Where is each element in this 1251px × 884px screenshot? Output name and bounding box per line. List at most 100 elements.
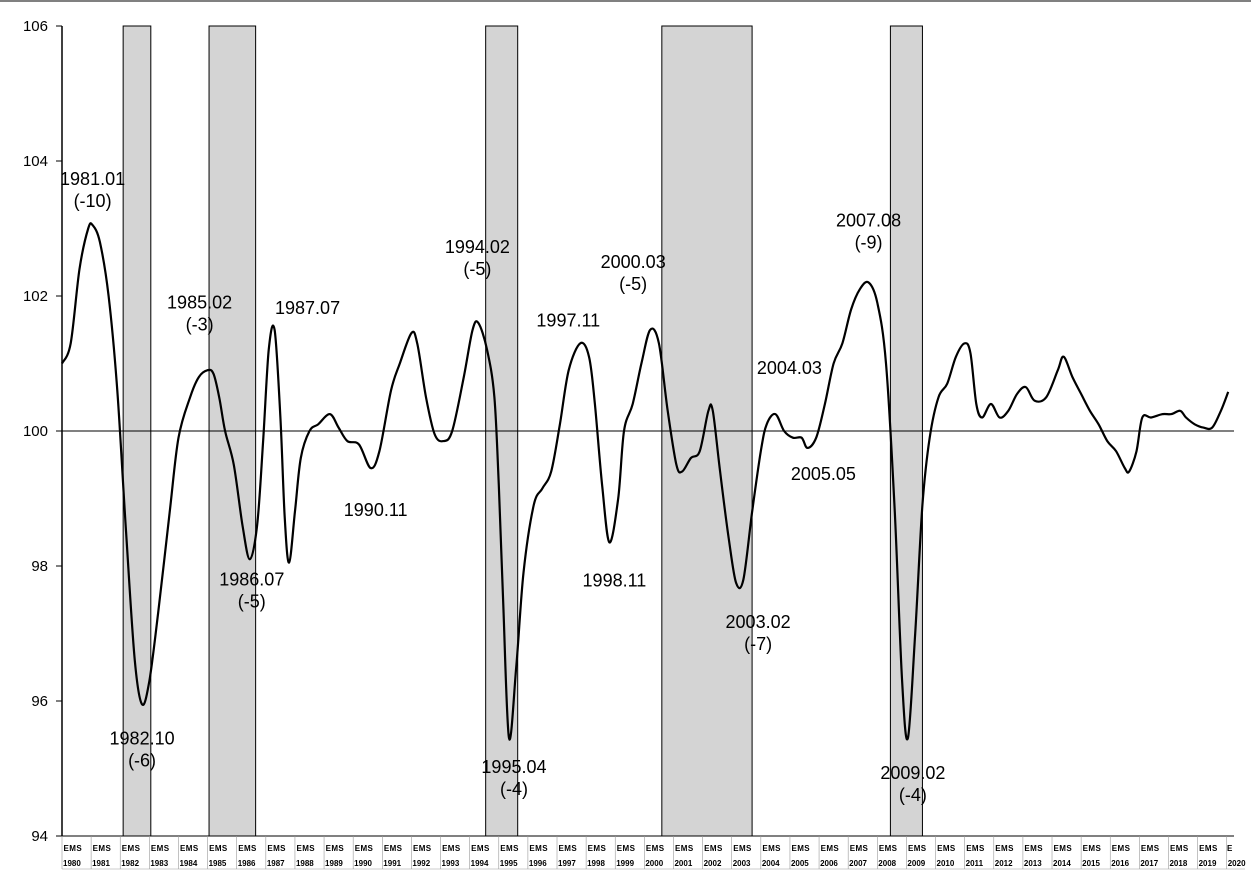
x-sublabel-2009-3: S [921, 844, 927, 853]
x-sublabel-2002-1: E [704, 844, 710, 853]
annotation-lead-2007.08: (-9) [855, 233, 883, 253]
x-sublabel-1989-2: M [331, 844, 338, 853]
x-sublabel-1980-1: E [64, 844, 70, 853]
x-sublabel-1992-3: S [426, 844, 432, 853]
x-sublabel-1994-2: M [477, 844, 484, 853]
annotation-lead-1981.01: (-10) [74, 191, 112, 211]
x-sublabel-2002-3: S [717, 844, 723, 853]
x-sublabel-2008-3: S [892, 844, 898, 853]
x-sublabel-2013-3: S [1037, 844, 1043, 853]
x-sublabel-1992-1: E [413, 844, 419, 853]
x-sublabel-1981-3: S [105, 844, 111, 853]
x-sublabel-2010-2: M [943, 844, 950, 853]
annotation-lead-1982.10: (-6) [128, 750, 156, 770]
x-sublabel-1982-2: M [128, 844, 135, 853]
x-sublabel-1987-2: M [273, 844, 280, 853]
x-year-label-2013: 2013 [1024, 859, 1042, 868]
x-sublabel-1985-3: S [222, 844, 228, 853]
x-sublabel-2014-3: S [1066, 844, 1072, 853]
x-sublabel-1998-3: S [600, 844, 606, 853]
x-year-label-1996: 1996 [529, 859, 547, 868]
x-sublabel-1994-3: S [484, 844, 490, 853]
x-sublabel-1989-3: S [338, 844, 344, 853]
x-sublabel-2001-2: M [681, 844, 688, 853]
x-year-label-2000: 2000 [645, 859, 663, 868]
x-year-label-1988: 1988 [296, 859, 314, 868]
x-sublabel-2006-2: M [826, 844, 833, 853]
x-sublabel-1996-1: E [529, 844, 535, 853]
x-sublabel-1982-3: S [135, 844, 141, 853]
x-sublabel-2002-2: M [710, 844, 717, 853]
x-year-label-2014: 2014 [1053, 859, 1071, 868]
x-sublabel-1997-3: S [571, 844, 577, 853]
annotation-date-1985.02: 1985.02 [167, 292, 232, 312]
x-sublabel-1989-1: E [326, 844, 332, 853]
x-year-label-2008: 2008 [878, 859, 896, 868]
x-year-label-1991: 1991 [383, 859, 401, 868]
x-sublabel-2006-3: S [833, 844, 839, 853]
x-sublabel-1985-1: E [209, 844, 215, 853]
x-sublabel-2003-3: S [746, 844, 752, 853]
x-sublabel-2013-1: E [1024, 844, 1030, 853]
x-sublabel-1992-2: M [419, 844, 426, 853]
annotation-lead-2000.03: (-5) [619, 274, 647, 294]
annotation-date-2003.02: 2003.02 [726, 612, 791, 632]
annotation-date-2004.03: 2004.03 [757, 358, 822, 378]
x-sublabel-1982-1: E [122, 844, 128, 853]
x-sublabel-1983-2: M [157, 844, 164, 853]
x-sublabel-1993-3: S [455, 844, 461, 853]
x-sublabel-1981-1: E [93, 844, 99, 853]
x-year-label-2018: 2018 [1169, 859, 1187, 868]
x-sublabel-1988-1: E [296, 844, 302, 853]
x-sublabel-1986-1: E [238, 844, 244, 853]
x-sublabel-1983-1: E [151, 844, 157, 853]
x-sublabel-1993-2: M [448, 844, 455, 853]
x-sublabel-1988-2: M [302, 844, 309, 853]
x-sublabel-2018-2: M [1176, 844, 1183, 853]
annotation-lead-1986.07: (-5) [238, 591, 266, 611]
x-year-label-1997: 1997 [558, 859, 576, 868]
x-sublabel-2009-2: M [914, 844, 921, 853]
annotation-lead-1985.02: (-3) [186, 314, 214, 334]
x-sublabel-1983-3: S [164, 844, 170, 853]
x-year-label-1986: 1986 [238, 859, 256, 868]
x-sublabel-2016-1: E [1112, 844, 1118, 853]
x-sublabel-2001-3: S [688, 844, 694, 853]
x-year-label-1998: 1998 [587, 859, 605, 868]
x-sublabel-2012-2: M [1001, 844, 1008, 853]
x-sublabel-1991-2: M [390, 844, 397, 853]
x-sublabel-2019-1: E [1199, 844, 1205, 853]
x-year-label-2006: 2006 [820, 859, 838, 868]
x-sublabel-1998-1: E [588, 844, 594, 853]
x-sublabel-2010-1: E [937, 844, 943, 853]
x-sublabel-1980-3: S [76, 844, 82, 853]
y-tick-label-104: 104 [23, 153, 48, 170]
x-sublabel-1988-3: S [309, 844, 315, 853]
y-tick-label-96: 96 [31, 693, 48, 710]
x-sublabel-1991-1: E [384, 844, 390, 853]
x-year-label-1992: 1992 [412, 859, 430, 868]
x-sublabel-2016-2: M [1118, 844, 1125, 853]
x-sublabel-1987-3: S [280, 844, 286, 853]
annotation-lead-1995.04: (-4) [500, 779, 528, 799]
x-sublabel-1999-1: E [617, 844, 623, 853]
x-sublabel-2015-1: E [1083, 844, 1089, 853]
y-axis: 94 96 98 100 102 104 106 [23, 18, 62, 845]
x-sublabel-1995-3: S [513, 844, 519, 853]
x-year-label-2015: 2015 [1082, 859, 1100, 868]
x-sublabel-2007-2: M [855, 844, 862, 853]
y-tick-label-106: 106 [23, 18, 48, 35]
x-sublabel-2000-1: E [646, 844, 652, 853]
x-sublabel-2017-3: S [1154, 844, 1160, 853]
x-sublabel-1990-2: M [360, 844, 367, 853]
x-sublabel-1986-2: M [244, 844, 251, 853]
x-year-label-1982: 1982 [121, 859, 139, 868]
x-year-label-1995: 1995 [500, 859, 518, 868]
x-sublabel-2014-1: E [1054, 844, 1060, 853]
x-sublabel-2000-3: S [659, 844, 665, 853]
x-year-label-1993: 1993 [442, 859, 460, 868]
x-sublabel-2019-3: S [1212, 844, 1218, 853]
x-year-label-1989: 1989 [325, 859, 343, 868]
